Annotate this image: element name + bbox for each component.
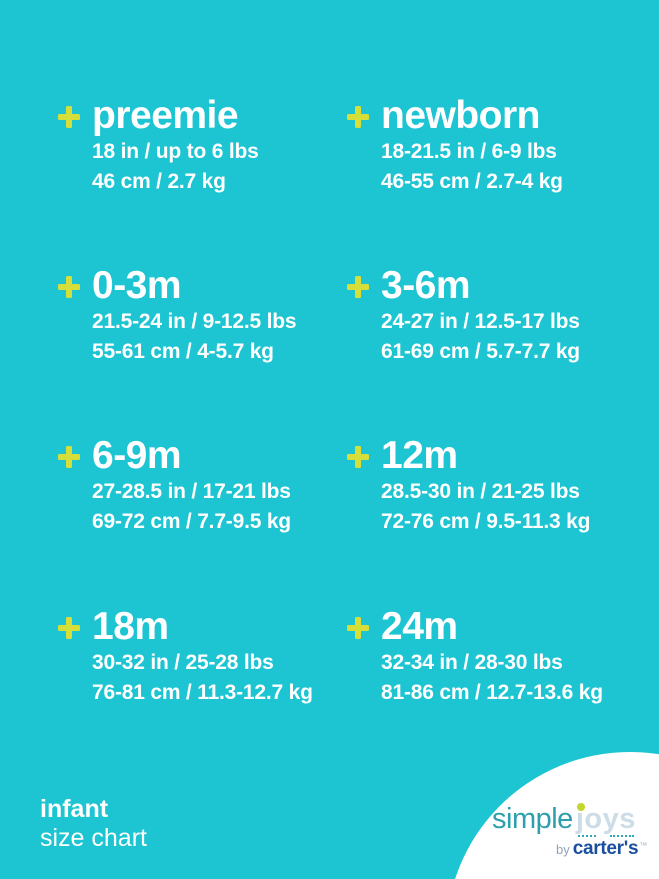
plus-icon — [347, 446, 369, 468]
logo-word-joys: joys — [575, 803, 636, 835]
brand-logo-wordmark: simple joys — [492, 803, 659, 836]
size-entry-text: 24m 32-34 in / 28-30 lbs 81-86 cm / 12.7… — [381, 606, 603, 708]
size-imperial: 24-27 in / 12.5-17 lbs — [381, 310, 580, 333]
size-entry-text: newborn 18-21.5 in / 6-9 lbs 46-55 cm / … — [381, 95, 563, 197]
size-imperial: 28.5-30 in / 21-25 lbs — [381, 480, 580, 503]
size-label: 6-9m — [92, 434, 182, 477]
plus-icon — [347, 106, 369, 128]
size-label: 24m — [381, 605, 458, 648]
green-dot-icon — [576, 803, 585, 811]
size-label: 3-6m — [381, 264, 471, 307]
size-entry-newborn: newborn 18-21.5 in / 6-9 lbs 46-55 cm / … — [347, 95, 563, 197]
size-imperial: 27-28.5 in / 17-21 lbs — [92, 480, 291, 503]
size-metric: 61-69 cm / 5.7-7.7 kg — [381, 340, 580, 363]
size-entry-text: preemie 18 in / up to 6 lbs 46 cm / 2.7 … — [92, 95, 259, 197]
size-label: preemie — [92, 94, 239, 137]
plus-icon — [58, 106, 80, 128]
brand-logo: simple joys by carter's ™ — [492, 803, 659, 860]
size-entry-0-3m: 0-3m 21.5-24 in / 9-12.5 lbs 55-61 cm / … — [58, 264, 297, 367]
size-entry-6-9m: 6-9m 27-28.5 in / 17-21 lbs 69-72 cm / 7… — [58, 435, 291, 537]
dotted-line-icon — [610, 833, 634, 837]
size-entry-12m: 12m 28.5-30 in / 21-25 lbs 72-76 cm / 9.… — [347, 435, 590, 537]
logo-by-text: by — [556, 842, 570, 857]
size-imperial: 32-34 in / 28-30 lbs — [381, 651, 563, 674]
size-metric: 81-86 cm / 12.7-13.6 kg — [381, 681, 603, 704]
dotted-line-icon — [578, 833, 596, 837]
size-entry-18m: 18m 30-32 in / 25-28 lbs 76-81 cm / 11.3… — [58, 606, 313, 708]
size-imperial: 18-21.5 in / 6-9 lbs — [381, 140, 557, 163]
plus-icon — [58, 446, 80, 468]
size-entry-preemie: preemie 18 in / up to 6 lbs 46 cm / 2.7 … — [58, 95, 259, 197]
size-imperial: 30-32 in / 25-28 lbs — [92, 651, 274, 674]
size-entry-text: 18m 30-32 in / 25-28 lbs 76-81 cm / 11.3… — [92, 606, 313, 708]
size-entry-text: 12m 28.5-30 in / 21-25 lbs 72-76 cm / 9.… — [381, 435, 590, 537]
size-metric: 55-61 cm / 4-5.7 kg — [92, 340, 274, 363]
size-entry-text: 3-6m 24-27 in / 12.5-17 lbs 61-69 cm / 5… — [381, 265, 580, 367]
size-imperial: 21.5-24 in / 9-12.5 lbs — [92, 310, 297, 333]
size-entry-text: 0-3m 21.5-24 in / 9-12.5 lbs 55-61 cm / … — [92, 264, 297, 367]
size-entry-text: 6-9m 27-28.5 in / 17-21 lbs 69-72 cm / 7… — [92, 435, 291, 537]
footer-label: infant size chart — [40, 795, 147, 853]
size-metric: 72-76 cm / 9.5-11.3 kg — [381, 510, 591, 533]
size-metric: 46 cm / 2.7 kg — [92, 170, 226, 193]
size-metric: 69-72 cm / 7.7-9.5 kg — [92, 510, 291, 533]
plus-icon — [58, 617, 80, 639]
size-entry-24m: 24m 32-34 in / 28-30 lbs 81-86 cm / 12.7… — [347, 606, 603, 708]
size-label: 12m — [381, 434, 458, 477]
size-label: 0-3m — [92, 264, 182, 307]
logo-word-simple: simple — [492, 803, 573, 835]
footer-subtitle: size chart — [40, 824, 147, 852]
size-entry-3-6m: 3-6m 24-27 in / 12.5-17 lbs 61-69 cm / 5… — [347, 265, 580, 367]
size-label: newborn — [381, 94, 540, 137]
footer-category: infant — [40, 795, 109, 823]
size-imperial: 18 in / up to 6 lbs — [92, 140, 259, 163]
size-label: 18m — [92, 605, 169, 648]
logo-carters-text: carter's — [572, 838, 639, 859]
plus-icon — [347, 276, 369, 298]
dotted-accent — [578, 833, 659, 837]
trademark-symbol: ™ — [639, 841, 648, 850]
size-metric: 46-55 cm / 2.7-4 kg — [381, 170, 563, 193]
size-metric: 76-81 cm / 11.3-12.7 kg — [92, 681, 313, 704]
plus-icon — [347, 617, 369, 639]
brand-logo-byline: by carter's ™ — [556, 838, 659, 860]
plus-icon — [58, 276, 80, 298]
